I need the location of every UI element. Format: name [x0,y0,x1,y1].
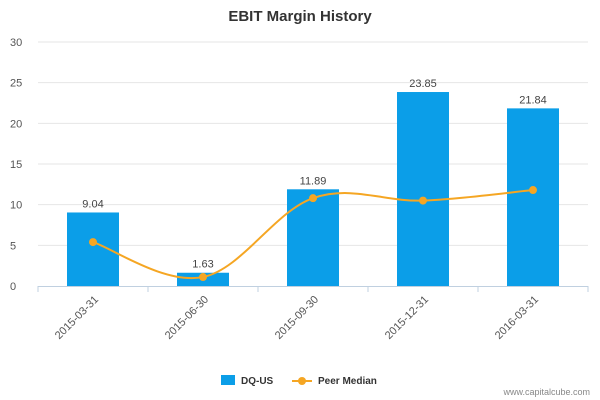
x-tick-label: 2016-03-31 [493,294,541,342]
bar-data-label: 1.63 [192,259,213,271]
bar-data-label: 21.84 [519,94,547,106]
legend-label-dq-us: DQ-US [241,376,274,387]
y-tick-label: 10 [10,200,22,212]
bar [397,92,449,286]
peer-median-point [199,273,207,281]
bar-series [67,92,559,286]
y-axis: 0 5 10 15 20 25 30 [10,37,22,293]
peer-median-point [309,194,317,202]
x-tick-label: 2015-03-31 [53,294,101,342]
y-tick-label: 15 [10,159,22,171]
ebit-margin-chart: EBIT Margin History 0 5 10 15 20 25 30 9.04 1.6… [0,0,600,400]
bar-data-label: 11.89 [300,175,327,187]
bar [67,212,119,286]
legend: DQ-US Peer Median [221,375,377,387]
x-axis: 2015-03-31 2015-06-30 2015-09-30 2015-12-31… [38,286,588,342]
y-tick-label: 25 [10,78,22,90]
peer-median-point [89,238,97,246]
legend-label-peer-median: Peer Median [318,376,377,387]
legend-swatch-dq-us [221,375,235,385]
x-tick-label: 2015-06-30 [163,294,211,342]
legend-swatch-peer-median-marker [298,377,306,385]
y-tick-label: 5 [10,240,16,252]
chart-title: EBIT Margin History [228,8,372,25]
credit-text: www.capitalcube.com [502,387,590,397]
y-tick-label: 0 [10,281,16,293]
y-tick-label: 30 [10,37,22,49]
bar-data-label: 9.04 [82,198,103,210]
bar [507,108,559,286]
y-tick-label: 20 [10,118,22,130]
bar [287,189,339,286]
bar-data-label: 23.85 [409,78,437,90]
peer-median-point [529,186,537,194]
peer-median-point [419,197,427,205]
x-tick-label: 2015-09-30 [273,294,321,342]
x-tick-label: 2015-12-31 [383,294,431,342]
